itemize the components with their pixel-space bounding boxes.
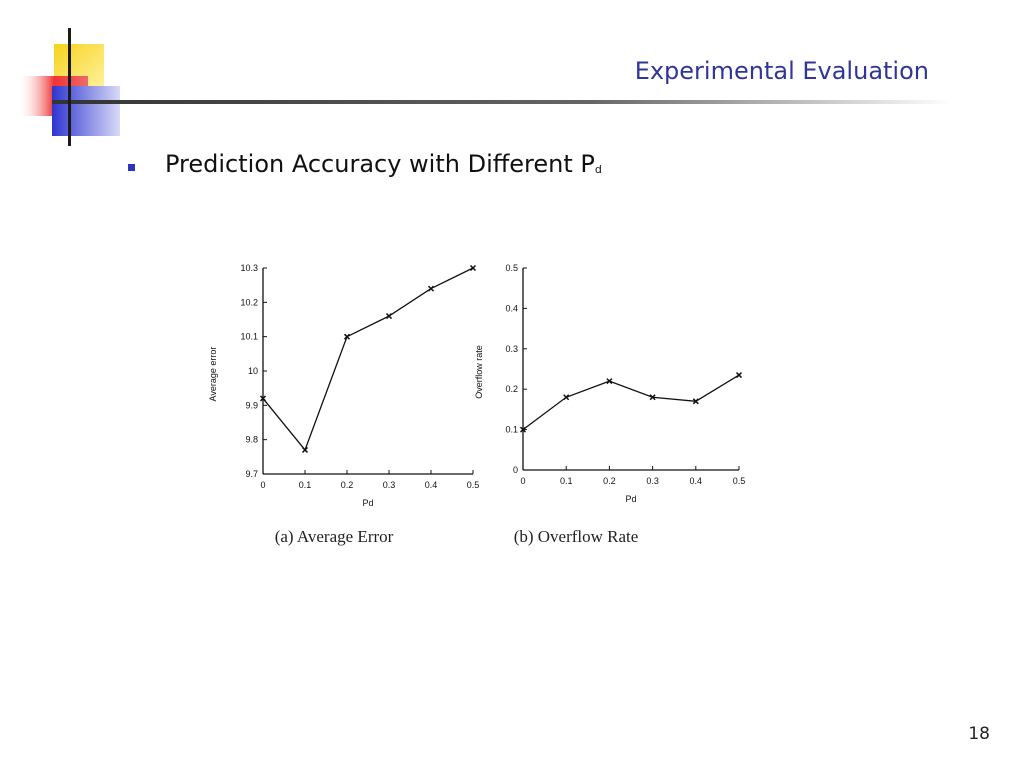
chart-a-y-axis-label: Average error	[208, 347, 218, 402]
chart-a-x-tick-label: 0.5	[467, 480, 480, 490]
chart-b-data-point	[735, 372, 743, 379]
chart-b-x-axis-label: Pd	[625, 494, 636, 504]
deco-horizontal-rule	[52, 100, 952, 104]
bullet-square-icon	[128, 164, 135, 171]
chart-b-data-point	[563, 394, 570, 401]
slide-title: Experimental Evaluation	[634, 57, 929, 85]
chart-a-data-point	[427, 285, 435, 292]
chart-a-y-tick-label: 9.7	[245, 469, 258, 479]
chart-b-data-point	[692, 398, 699, 405]
chart-b-x-tick-label: 0.5	[733, 476, 746, 486]
chart-a-x-tick-label: 0.4	[425, 480, 438, 490]
chart-b-x-tick-label: 0.4	[690, 476, 703, 486]
chart-a-x-tick-label: 0.2	[341, 480, 354, 490]
chart-b-series-line	[522, 374, 740, 431]
chart-a-data-point	[469, 264, 477, 272]
chart-b-data-point	[606, 378, 613, 385]
bullet-text-main: Prediction Accuracy with Different P	[165, 150, 595, 178]
chart-b-x-tick-label: 0	[520, 476, 525, 486]
chart-a-y-tick-label: 10.2	[240, 297, 258, 307]
chart-a-x-tick-label: 0.1	[299, 480, 312, 490]
chart-b-y-axis-label: Overflow rate	[474, 345, 484, 399]
chart-b-x-tick-label: 0.1	[560, 476, 573, 486]
chart-b-y-tick-label: 0.5	[505, 263, 518, 273]
chart-b-y-tick-label: 0.1	[505, 425, 518, 435]
chart-b-y-tick-label: 0.2	[505, 384, 518, 394]
deco-blue-square	[52, 86, 120, 136]
chart-a-data-point	[385, 313, 393, 320]
chart-b-caption: (b) Overflow Rate	[514, 527, 639, 546]
slide-decoration	[20, 28, 952, 146]
chart-a-data-point	[343, 333, 351, 340]
chart-b-y-tick-label: 0.4	[505, 303, 518, 313]
bullet-text-subscript: d	[594, 163, 602, 176]
deco-vertical-rule	[68, 28, 71, 146]
chart-a-x-tick-label: 0	[260, 480, 265, 490]
chart-a-data-point	[259, 395, 267, 402]
chart-a-y-tick-label: 10	[248, 366, 258, 376]
chart-a-y-tick-label: 9.9	[245, 400, 258, 410]
chart-a-y-tick-label: 10.3	[240, 263, 258, 273]
chart-a-y-tick-label: 9.8	[245, 435, 258, 445]
chart-a-y-tick-label: 10.1	[240, 332, 258, 342]
chart-a-x-axis-label: Pd	[362, 498, 373, 508]
chart-b-y-tick-label: 0	[513, 465, 518, 475]
chart-a-series-line	[262, 267, 474, 452]
page-number: 18	[968, 724, 990, 744]
chart-a-x-tick-label: 0.3	[383, 480, 396, 490]
chart-a-data-point	[301, 446, 309, 453]
bullet-text: Prediction Accuracy with Different Pd	[165, 150, 602, 178]
chart-b-x-tick-label: 0.3	[646, 476, 659, 486]
chart-a-caption: (a) Average Error	[275, 527, 394, 546]
chart-b-data-point	[649, 394, 656, 401]
chart-b-data-point	[519, 426, 527, 433]
chart-b-x-tick-label: 0.2	[603, 476, 616, 486]
chart-b-y-tick-label: 0.3	[505, 344, 518, 354]
